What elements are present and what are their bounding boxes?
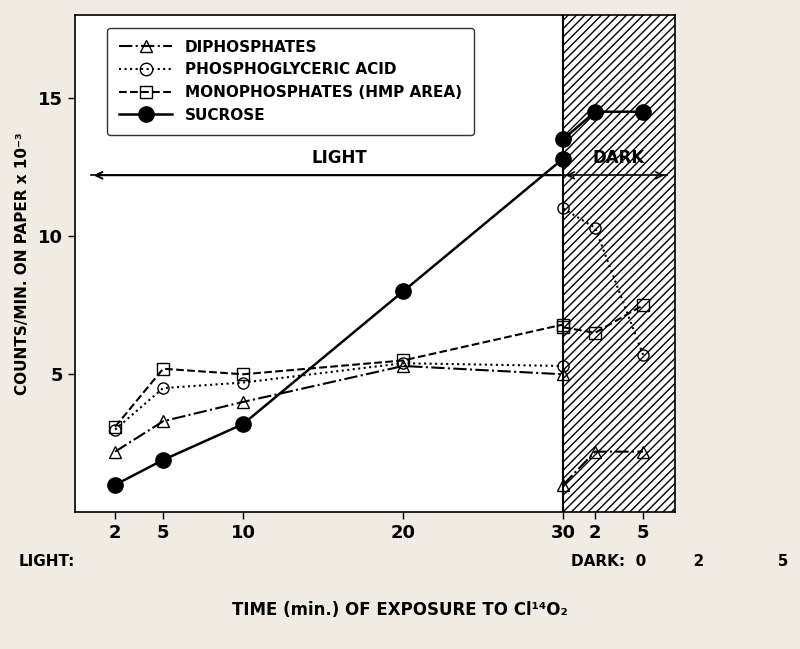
- Bar: [563, 15, 675, 513]
- Text: LIGHT:: LIGHT:: [18, 554, 75, 569]
- Text: TIME (min.) OF EXPOSURE TO Cl¹⁴O₂: TIME (min.) OF EXPOSURE TO Cl¹⁴O₂: [232, 601, 568, 619]
- Y-axis label: COUNTS/MIN. ON PAPER x 10⁻³: COUNTS/MIN. ON PAPER x 10⁻³: [15, 132, 30, 395]
- Legend: DIPHOSPHATES, PHOSPHOGLYCERIC ACID, MONOPHOSPHATES (HMP AREA), SUCROSE: DIPHOSPHATES, PHOSPHOGLYCERIC ACID, MONO…: [106, 28, 474, 135]
- Text: DARK:  0         2              5: DARK: 0 2 5: [571, 554, 789, 569]
- Text: DARK: DARK: [593, 149, 646, 167]
- Text: LIGHT: LIGHT: [311, 149, 367, 167]
